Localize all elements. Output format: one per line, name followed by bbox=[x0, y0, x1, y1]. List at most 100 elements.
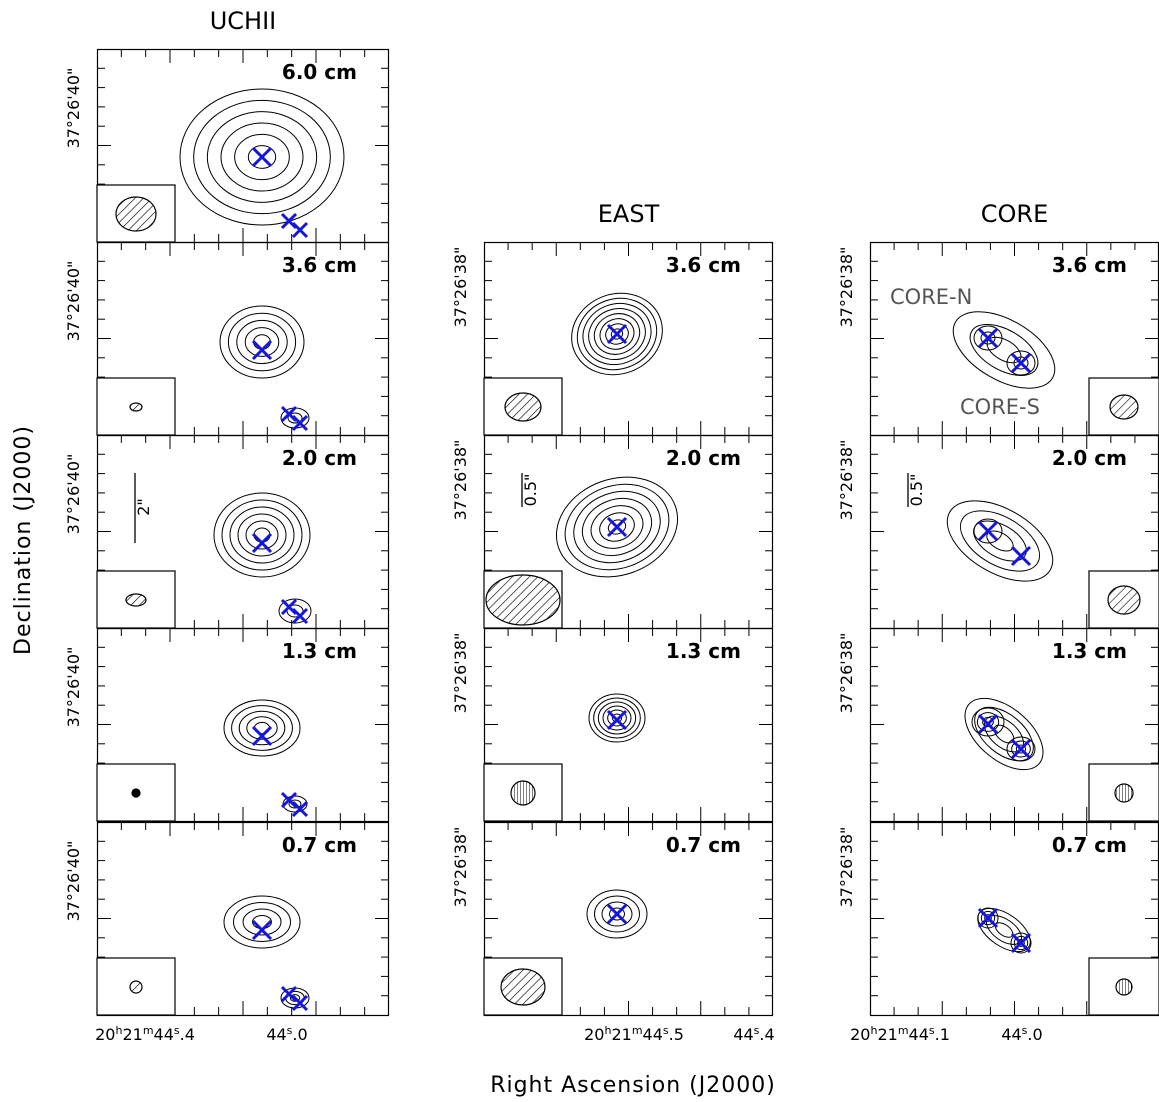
dec-tick-label: 37°26'38" bbox=[837, 440, 856, 521]
beam bbox=[501, 969, 545, 1005]
source-cross bbox=[253, 727, 271, 745]
beam bbox=[486, 575, 560, 625]
map-panel: 3.6 cmCORE-NCORE-S bbox=[870, 242, 1159, 436]
beam bbox=[511, 781, 535, 805]
map-panel: 2.0 cm 0.5" bbox=[484, 435, 773, 629]
ra-tick-label: 20h21m44s.4 bbox=[95, 1024, 195, 1044]
column-title: UCHII bbox=[210, 7, 277, 35]
map-panel: 0.7 cm bbox=[484, 822, 773, 1016]
contour bbox=[934, 484, 1066, 597]
ra-part: .4 bbox=[180, 1025, 195, 1044]
band-label: 0.7 cm bbox=[1052, 833, 1127, 857]
x-axis-label: Right Ascension (J2000) bbox=[490, 1073, 776, 1098]
band-label: 2.0 cm bbox=[666, 446, 741, 470]
map-panel: 2.0 cm2" bbox=[97, 435, 389, 629]
scale-bar-label: 0.5" bbox=[907, 474, 926, 507]
band-label: 6.0 cm bbox=[282, 60, 357, 84]
dec-tick-label: 37°26'40" bbox=[64, 68, 83, 149]
ra-part: 44 bbox=[643, 1025, 663, 1044]
dec-tick-label: 37°26'38" bbox=[451, 827, 470, 908]
contour bbox=[965, 697, 1043, 771]
ra-part: 21 bbox=[611, 1025, 631, 1044]
ra-part: 21 bbox=[122, 1025, 142, 1044]
band-label: 3.6 cm bbox=[666, 253, 741, 277]
contour bbox=[224, 896, 300, 948]
band-label: 1.3 cm bbox=[1052, 639, 1127, 663]
figure: Right Ascension (J2000) Declination (J20… bbox=[0, 0, 1159, 1102]
source-cross bbox=[1012, 740, 1030, 758]
source-cross bbox=[608, 325, 626, 343]
ra-part: m bbox=[143, 1024, 154, 1037]
contour bbox=[230, 507, 294, 563]
dec-tick-label: 37°26'38" bbox=[837, 247, 856, 328]
map-panel: 1.3 cm bbox=[484, 628, 773, 822]
contour bbox=[234, 903, 291, 942]
map-panel: 6.0 cm bbox=[97, 49, 389, 243]
ra-part: 44 bbox=[154, 1025, 174, 1044]
map-panel: 1.3 cm bbox=[870, 628, 1159, 822]
ra-part: m bbox=[898, 1024, 909, 1037]
source-cross bbox=[1012, 547, 1030, 565]
ra-part: 44 bbox=[909, 1025, 929, 1044]
band-label: 0.7 cm bbox=[666, 833, 741, 857]
source-cross bbox=[253, 921, 271, 939]
beam bbox=[132, 789, 140, 797]
contour bbox=[952, 685, 1056, 784]
contour bbox=[220, 306, 304, 378]
contour bbox=[237, 320, 287, 363]
contour bbox=[222, 500, 302, 570]
map-panel: 3.6 cm bbox=[484, 242, 773, 436]
source-cross bbox=[608, 518, 626, 536]
band-label: 2.0 cm bbox=[1052, 446, 1127, 470]
ra-part: 44 bbox=[1001, 1025, 1021, 1044]
contour bbox=[967, 513, 1033, 570]
ra-tick-label: 44s.0 bbox=[1001, 1024, 1042, 1044]
ra-part: 44 bbox=[733, 1025, 753, 1044]
map-panel: 0.7 cm bbox=[97, 822, 389, 1016]
band-label: 2.0 cm bbox=[282, 446, 357, 470]
beam bbox=[126, 594, 146, 606]
dec-tick-label: 37°26'38" bbox=[451, 247, 470, 328]
source-cross bbox=[293, 223, 307, 237]
contour bbox=[214, 493, 310, 577]
ra-part: h bbox=[870, 1024, 877, 1037]
column-title: CORE bbox=[981, 200, 1049, 228]
ra-part: 20 bbox=[584, 1025, 604, 1044]
beam bbox=[116, 197, 156, 231]
ra-tick-label: 44s.4 bbox=[733, 1024, 774, 1044]
ra-tick-label: 44s.0 bbox=[266, 1024, 307, 1044]
dec-tick-label: 37°26'38" bbox=[451, 633, 470, 714]
scale-bar-label: 0.5" bbox=[521, 474, 540, 507]
map-panel: 0.7 cm bbox=[870, 822, 1159, 1016]
column-title: EAST bbox=[598, 200, 660, 228]
ra-part: 21 bbox=[877, 1025, 897, 1044]
dec-tick-label: 37°26'40" bbox=[64, 454, 83, 535]
dec-tick-label: 37°26'38" bbox=[837, 633, 856, 714]
contour bbox=[224, 700, 300, 756]
band-label: 3.6 cm bbox=[282, 253, 357, 277]
ra-tick-label: 20h21m44s.5 bbox=[584, 1024, 684, 1044]
band-label: 1.3 cm bbox=[282, 639, 357, 663]
contour bbox=[254, 528, 270, 542]
ra-part: .0 bbox=[292, 1025, 307, 1044]
contour bbox=[232, 706, 293, 751]
dec-tick-label: 37°26'40" bbox=[64, 841, 83, 922]
source-cross bbox=[253, 148, 271, 166]
ra-tick-label: 20h21m44s.1 bbox=[850, 1024, 950, 1044]
ra-part: .1 bbox=[935, 1025, 950, 1044]
contour bbox=[941, 296, 1068, 404]
band-label: 1.3 cm bbox=[666, 639, 741, 663]
dec-tick-label: 37°26'38" bbox=[451, 440, 470, 521]
ra-part: m bbox=[632, 1024, 643, 1037]
ra-part: h bbox=[604, 1024, 611, 1037]
contour bbox=[950, 498, 1049, 583]
contour bbox=[962, 314, 1047, 386]
ra-part: .0 bbox=[1027, 1025, 1042, 1044]
dec-tick-label: 37°26'38" bbox=[837, 827, 856, 908]
map-panel: 3.6 cm bbox=[97, 242, 389, 436]
y-axis-label: Declination (J2000) bbox=[11, 425, 36, 655]
ra-part: .5 bbox=[669, 1025, 684, 1044]
ra-part: .4 bbox=[759, 1025, 774, 1044]
ra-part: h bbox=[115, 1024, 122, 1037]
contour bbox=[238, 514, 286, 556]
